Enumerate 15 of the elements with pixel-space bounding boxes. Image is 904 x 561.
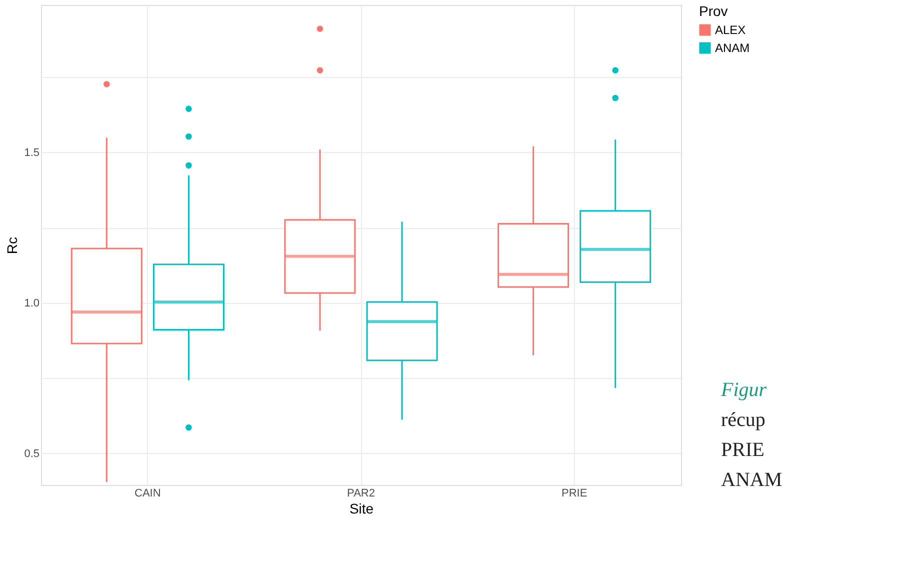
- x-tick-label: PRIE: [561, 488, 588, 500]
- y-axis-title: Rc: [4, 236, 20, 254]
- x-tick-label: CAIN: [134, 488, 161, 500]
- text: ANAM: [721, 469, 782, 491]
- y-tick-label: 1.5: [24, 146, 40, 159]
- x-axis-title: Site: [349, 500, 374, 516]
- x-tick-label: PAR2: [347, 488, 375, 500]
- text: Figur: [720, 379, 767, 401]
- y-tick-label: 1.0: [24, 297, 40, 310]
- legend-title: Prov: [699, 3, 728, 19]
- text: récup: [721, 409, 766, 431]
- legend-label: ALEX: [715, 23, 746, 37]
- legend-label: ANAM: [715, 41, 750, 55]
- y-tick-label: 0.5: [24, 448, 40, 460]
- text: PRIE: [721, 439, 764, 461]
